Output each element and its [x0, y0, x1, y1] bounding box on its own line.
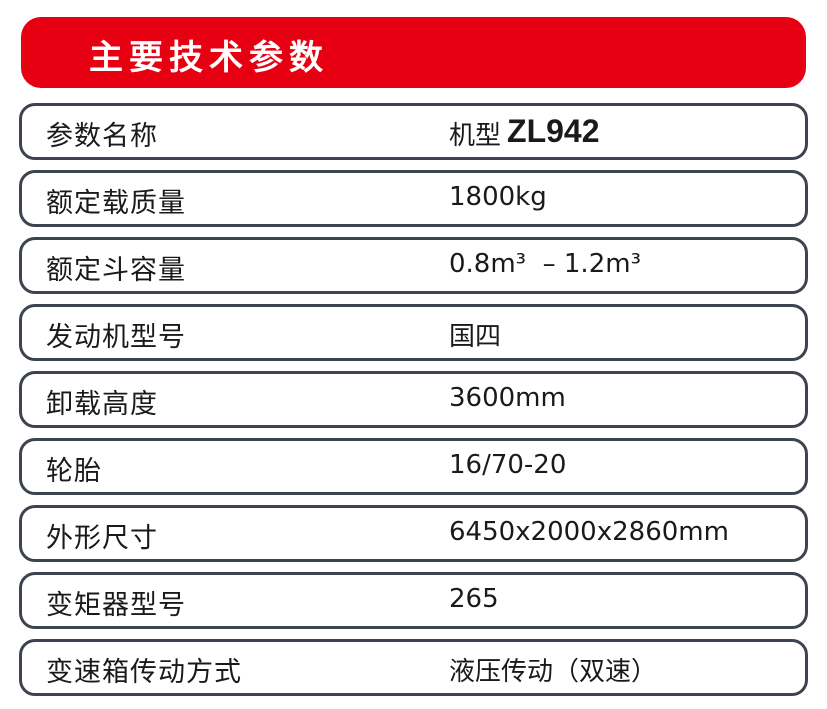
param-value: 1800kg	[449, 182, 547, 212]
param-value: 265	[449, 584, 499, 614]
param-label: 发动机型号	[46, 322, 186, 353]
param-label: 外形尺寸	[46, 523, 158, 554]
param-name-header: 参数名称	[46, 121, 158, 152]
param-label: 变速箱传动方式	[46, 657, 242, 688]
param-value: 液压传动（双速）	[449, 657, 658, 687]
table-row: 外形尺寸 6450x2000x2860mm	[19, 505, 808, 562]
table-row: 轮胎 16/70-20	[19, 438, 808, 495]
param-value: 国四	[449, 322, 502, 352]
table-header-row: 参数名称 机型 ZL942	[19, 103, 808, 160]
param-label: 卸载高度	[46, 389, 158, 420]
table-row: 发动机型号 国四	[19, 304, 808, 361]
table-row: 额定载质量 1800kg	[19, 170, 808, 227]
title-banner: 主要技术参数	[21, 17, 806, 88]
model-prefix: 机型	[449, 121, 502, 151]
param-value: 16/70-20	[449, 450, 567, 480]
param-value: 0.8m³ – 1.2m³	[449, 249, 641, 279]
param-label: 额定斗容量	[46, 255, 186, 286]
model-name: ZL942	[507, 113, 600, 149]
model-header: 机型 ZL942	[449, 113, 600, 152]
table-row: 额定斗容量 0.8m³ – 1.2m³	[19, 237, 808, 294]
table-row: 变矩器型号 265	[19, 572, 808, 629]
param-value: 3600mm	[449, 383, 566, 413]
param-label: 轮胎	[46, 456, 102, 487]
param-value: 6450x2000x2860mm	[449, 517, 729, 547]
page-title: 主要技术参数	[89, 38, 329, 78]
table-row: 卸载高度 3600mm	[19, 371, 808, 428]
table-row: 变速箱传动方式 液压传动（双速）	[19, 639, 808, 696]
param-label: 额定载质量	[46, 188, 186, 219]
param-label: 变矩器型号	[46, 590, 186, 621]
